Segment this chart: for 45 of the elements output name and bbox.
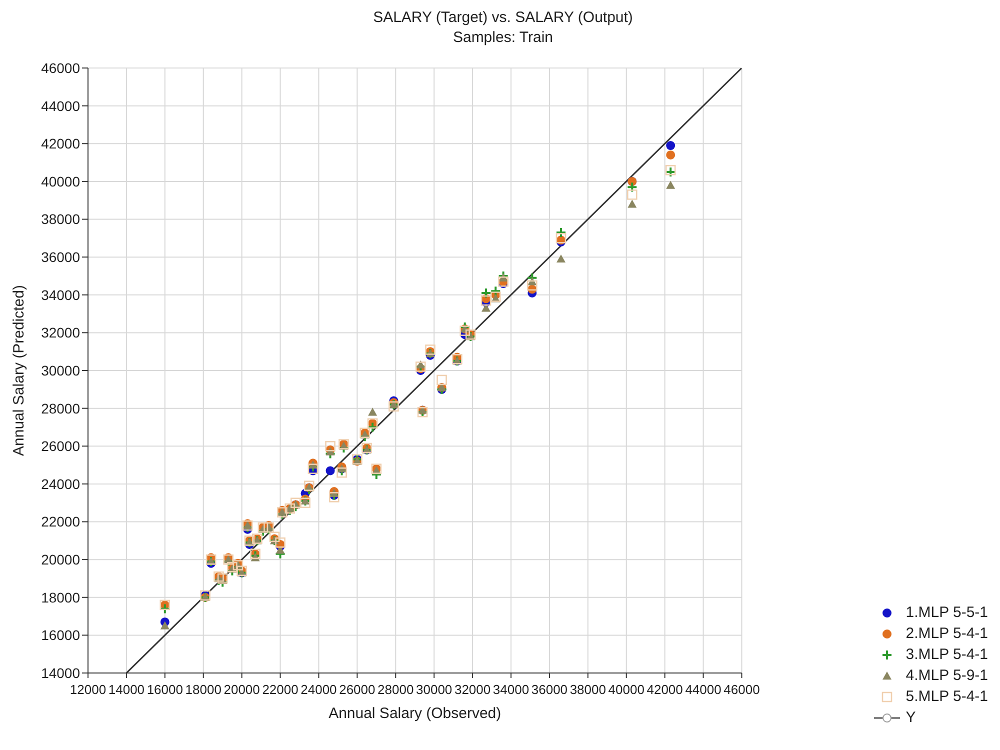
x-tick-label: 44000 <box>685 682 722 697</box>
y-tick-label: 14000 <box>41 664 80 681</box>
legend-label: 1.MLP 5-5-1 <box>906 604 988 621</box>
y-tick-label: 16000 <box>41 627 80 644</box>
y-tick-label: 24000 <box>41 476 80 492</box>
y-tick-label: 28000 <box>41 400 80 416</box>
chart-subtitle: Samples: Train <box>452 28 554 48</box>
legend-label: 2.MLP 5-4-1 <box>906 625 988 642</box>
legend-label: 3.MLP 5-4-1 <box>906 646 988 663</box>
y-tick-label: 26000 <box>41 438 80 454</box>
y-tick-label: 42000 <box>41 136 80 152</box>
x-tick-label: 18000 <box>185 682 222 697</box>
y-tick-label: 44000 <box>41 98 80 114</box>
y-axis-title: Annual Salary (Predicted) <box>10 285 28 456</box>
y-tick-label: 46000 <box>41 60 80 76</box>
legend-label: 5.MLP 5-4-1 <box>906 688 988 705</box>
y-tick-label: 18000 <box>41 589 80 606</box>
x-tick-label: 30000 <box>416 682 452 697</box>
x-tick-label: 22000 <box>262 682 298 697</box>
legend-label: Y <box>906 709 916 726</box>
legend-label: 4.MLP 5-9-1 <box>906 667 988 684</box>
y-tick-label: 34000 <box>41 286 80 303</box>
y-tick-label: 22000 <box>41 514 80 530</box>
x-tick-label: 12000 <box>70 682 106 697</box>
x-tick-label: 34000 <box>492 682 530 697</box>
x-tick-label: 16000 <box>146 682 183 697</box>
chart-title: SALARY (Target) vs. SALARY (Output) <box>372 8 634 28</box>
y-tick-label: 38000 <box>41 211 80 228</box>
y-tick-label: 20000 <box>41 552 80 568</box>
x-tick-label: 14000 <box>108 682 145 697</box>
x-tick-label: 28000 <box>378 682 414 697</box>
x-tick-label: 46000 <box>724 682 760 697</box>
y-tick-label: 40000 <box>41 173 80 190</box>
x-tick-label: 32000 <box>454 682 491 697</box>
y-tick-label: 32000 <box>41 324 80 341</box>
y-tick-label: 36000 <box>41 249 80 266</box>
x-tick-label: 26000 <box>339 682 376 697</box>
x-tick-label: 36000 <box>531 682 568 697</box>
y-tick-label: 30000 <box>41 362 80 378</box>
x-tick-label: 42000 <box>646 682 683 697</box>
x-tick-label: 40000 <box>608 682 644 697</box>
x-tick-label: 24000 <box>300 682 337 697</box>
x-tick-label: 38000 <box>570 682 606 697</box>
x-axis-title: Annual Salary (Observed) <box>328 705 502 722</box>
x-tick-label: 20000 <box>224 682 260 697</box>
